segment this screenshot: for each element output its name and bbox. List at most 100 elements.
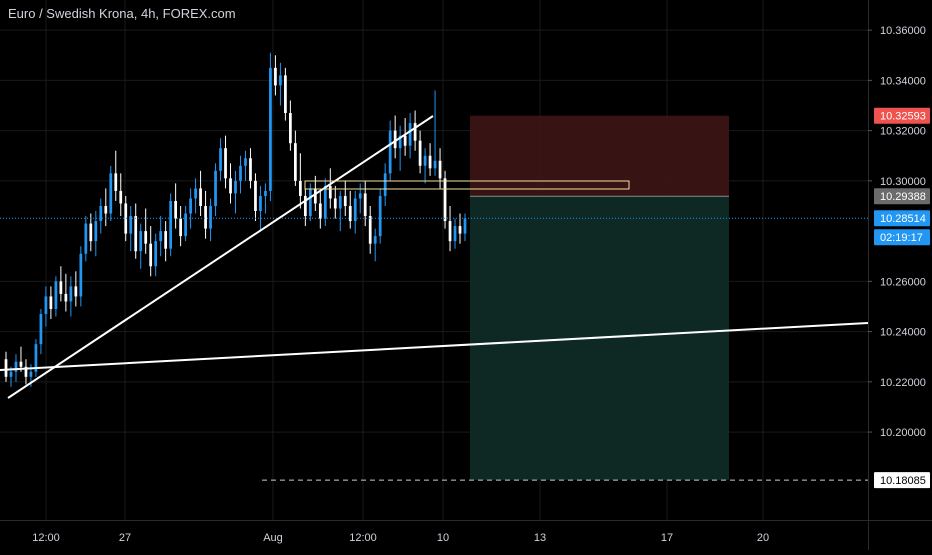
candle-body bbox=[174, 200, 178, 219]
candle-body bbox=[343, 195, 347, 206]
candle-body bbox=[214, 170, 217, 206]
candle-body bbox=[438, 160, 442, 179]
y-tick-label: 10.36000 bbox=[880, 25, 926, 37]
candle-body bbox=[104, 205, 108, 214]
candle-body bbox=[119, 190, 123, 204]
candle-body bbox=[54, 281, 58, 309]
y-tick-label: 10.20000 bbox=[880, 427, 926, 439]
candle-body bbox=[433, 160, 437, 169]
price-tag: 10.18085 bbox=[874, 472, 930, 489]
candle-body bbox=[368, 216, 372, 244]
candle-body bbox=[244, 158, 247, 166]
candle-body bbox=[293, 143, 297, 181]
candle-body bbox=[358, 193, 362, 199]
candle-body bbox=[199, 188, 202, 206]
candle-body bbox=[239, 165, 242, 181]
chart-title: Euro / Swedish Krona, 4h, FOREX.com bbox=[8, 6, 236, 21]
x-tick-label: 12:00 bbox=[349, 532, 377, 544]
candle-body bbox=[348, 205, 352, 222]
position-zones bbox=[470, 115, 729, 481]
candle-body bbox=[403, 135, 407, 146]
candle-body bbox=[289, 113, 292, 144]
candle-body bbox=[428, 155, 432, 169]
x-tick-label: 27 bbox=[119, 532, 131, 544]
candle-body bbox=[363, 193, 367, 217]
candle-body bbox=[219, 148, 222, 171]
candle-body bbox=[418, 140, 422, 166]
candle-body bbox=[453, 226, 457, 242]
candle-body bbox=[189, 198, 192, 214]
price-tag-text: 10.18085 bbox=[880, 475, 926, 487]
candle-body bbox=[408, 123, 412, 146]
candle-body bbox=[4, 359, 8, 377]
candle-body bbox=[59, 281, 63, 294]
candle-body bbox=[303, 195, 307, 217]
candle-body bbox=[463, 218, 467, 234]
candle-body bbox=[109, 173, 113, 214]
stop-loss-zone bbox=[470, 115, 729, 197]
trend-line-shallow bbox=[0, 322, 869, 371]
candle-body bbox=[443, 178, 447, 222]
candle-body bbox=[79, 253, 83, 297]
candle-body bbox=[313, 188, 317, 204]
candle-body bbox=[149, 243, 153, 267]
price-tag-text: 10.28514 bbox=[880, 213, 926, 225]
candle-body bbox=[338, 195, 342, 209]
candle-body bbox=[388, 130, 392, 174]
candle-body bbox=[9, 371, 13, 377]
candle-body bbox=[383, 173, 387, 196]
y-tick-label: 10.30000 bbox=[880, 176, 926, 188]
candle-body bbox=[398, 135, 402, 149]
candle-body bbox=[448, 221, 452, 242]
candle-body bbox=[24, 366, 28, 377]
candle-body bbox=[323, 185, 327, 219]
candle-body bbox=[184, 213, 187, 237]
candle-body bbox=[254, 180, 257, 212]
price-tag-text: 02:19:17 bbox=[880, 232, 923, 244]
x-tick-label: 17 bbox=[661, 532, 673, 544]
candle-body bbox=[34, 344, 38, 372]
candle-body bbox=[154, 241, 158, 267]
candle-body bbox=[204, 205, 207, 229]
candle-body bbox=[234, 180, 237, 194]
price-tag-bg bbox=[874, 229, 930, 246]
price-tag-bg bbox=[874, 188, 930, 205]
candle-body bbox=[393, 130, 397, 149]
candle-body bbox=[284, 75, 287, 114]
candle-body bbox=[298, 180, 302, 196]
candle-body bbox=[373, 236, 377, 244]
price-tag: 10.32593 bbox=[874, 107, 930, 124]
candle-body bbox=[308, 188, 312, 217]
candle-body bbox=[333, 198, 337, 209]
candle-body bbox=[353, 198, 357, 222]
candle-body bbox=[224, 148, 227, 179]
candle-body bbox=[249, 158, 252, 181]
candle-body bbox=[164, 231, 168, 249]
candle-body bbox=[274, 67, 277, 86]
x-tick-label: Aug bbox=[263, 532, 283, 544]
candle-body bbox=[159, 231, 163, 242]
candle-body bbox=[64, 293, 68, 302]
candle-body bbox=[209, 205, 212, 229]
candle-body bbox=[29, 371, 33, 377]
candle-body bbox=[144, 231, 148, 244]
candle-body bbox=[413, 123, 417, 141]
candles bbox=[4, 52, 467, 387]
y-tick-label: 10.32000 bbox=[880, 126, 926, 138]
price-tag: 10.29388 bbox=[874, 188, 930, 205]
y-tick-label: 10.24000 bbox=[880, 327, 926, 339]
price-tag-bg bbox=[874, 210, 930, 227]
candle-body bbox=[139, 231, 143, 252]
candle-body bbox=[49, 296, 53, 309]
candle-body bbox=[74, 286, 78, 297]
x-tick-label: 12:00 bbox=[32, 532, 60, 544]
candle-body bbox=[458, 226, 462, 234]
candle-body bbox=[134, 216, 138, 252]
trend-line-rising bbox=[7, 115, 434, 399]
price-tag: 10.28514 bbox=[874, 210, 930, 227]
candle-body bbox=[378, 195, 382, 237]
candle-body bbox=[169, 200, 173, 249]
